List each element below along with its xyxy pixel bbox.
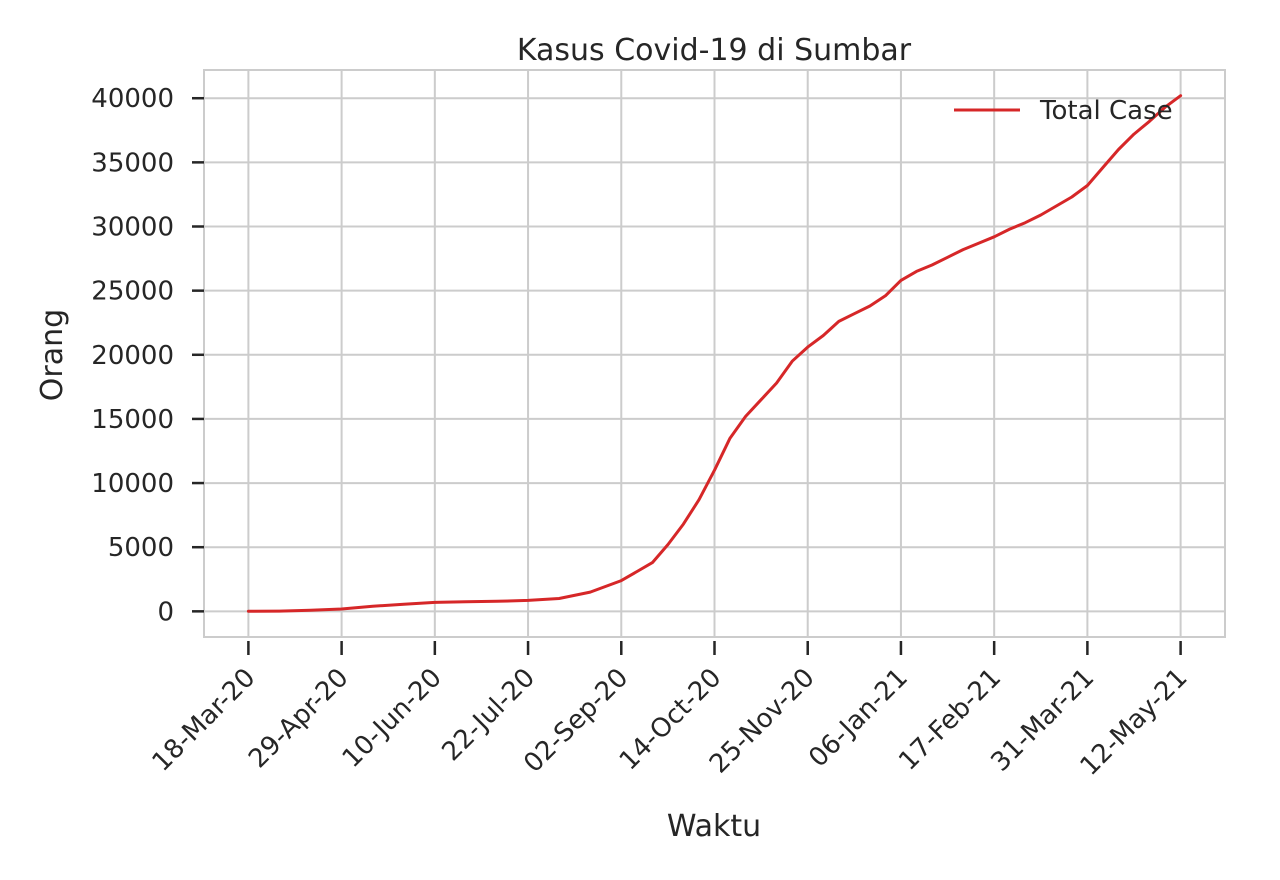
series-line-total-case: [246, 94, 1183, 613]
y-axis-label: Orang: [35, 309, 70, 401]
y-tick-label: 0: [157, 597, 174, 627]
plot-area-frame: [203, 69, 1226, 638]
chart-title: Kasus Covid-19 di Sumbar: [517, 33, 912, 68]
grid-lines: [204, 70, 1225, 637]
x-tick-label: 10-Jun-20: [337, 663, 448, 774]
series-layer: [246, 94, 1183, 613]
y-tick-label: 15000: [91, 405, 174, 435]
legend: Total Case: [954, 96, 1173, 126]
legend-label-total-case: Total Case: [1039, 96, 1173, 126]
x-axis-label: Waktu: [667, 809, 761, 844]
x-tick-label: 29-Apr-20: [243, 663, 355, 775]
y-tick-label: 5000: [108, 533, 174, 563]
y-tick-label: 30000: [91, 213, 174, 243]
x-axis: 18-Mar-2029-Apr-2010-Jun-2022-Jul-2002-S…: [147, 641, 1194, 782]
y-tick-label: 10000: [91, 469, 174, 499]
y-tick-label: 25000: [91, 277, 174, 307]
y-axis: 0 5000 10000 15000 20000 25000 30000 35000 40000: [91, 84, 204, 627]
y-tick-label: 40000: [91, 84, 174, 114]
y-tick-label: 35000: [91, 148, 174, 178]
x-tick-label: 18-Mar-20: [147, 663, 262, 778]
y-tick-label: 20000: [91, 341, 174, 371]
